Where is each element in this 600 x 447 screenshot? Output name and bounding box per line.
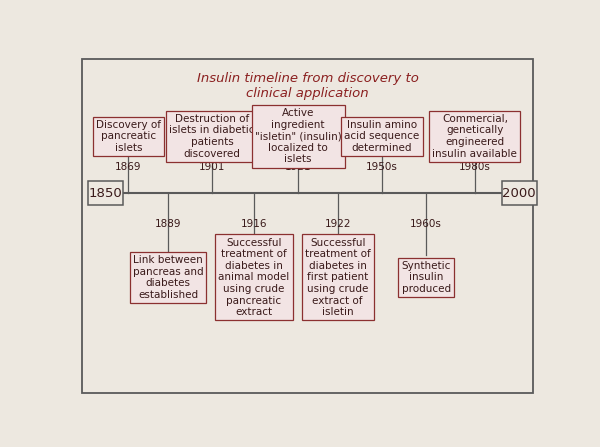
Text: Insulin timeline from discovery to
clinical application: Insulin timeline from discovery to clini… — [197, 72, 418, 100]
Text: Active
ingredient
"isletin" (insulin)
localized to
islets: Active ingredient "isletin" (insulin) lo… — [255, 108, 341, 164]
Text: 1889: 1889 — [155, 219, 181, 229]
Text: 1980s: 1980s — [459, 162, 491, 173]
Text: Commercial,
genetically
engineered
insulin available: Commercial, genetically engineered insul… — [433, 114, 517, 159]
Text: 2000: 2000 — [502, 186, 536, 199]
Text: 1950s: 1950s — [366, 162, 398, 173]
Text: Successful
treatment of
diabetes in
animal model
using crude
pancreatic
extract: Successful treatment of diabetes in anim… — [218, 237, 290, 317]
Text: 1921: 1921 — [285, 162, 311, 173]
Text: 1922: 1922 — [325, 219, 351, 229]
Text: Insulin amino
acid sequence
determined: Insulin amino acid sequence determined — [344, 120, 419, 153]
Text: Link between
pancreas and
diabetes
established: Link between pancreas and diabetes estab… — [133, 255, 203, 300]
Text: Destruction of
islets in diabetic
patients
discovered: Destruction of islets in diabetic patien… — [169, 114, 255, 159]
Text: 1960s: 1960s — [410, 219, 442, 229]
Text: Successful
treatment of
diabetes in
first patient
using crude
extract of
isletin: Successful treatment of diabetes in firs… — [305, 237, 371, 317]
Text: Synthetic
insulin
produced: Synthetic insulin produced — [401, 261, 451, 294]
Text: 1901: 1901 — [199, 162, 226, 173]
Text: 1916: 1916 — [241, 219, 267, 229]
FancyBboxPatch shape — [82, 59, 533, 392]
Text: Discovery of
pancreatic
islets: Discovery of pancreatic islets — [96, 120, 161, 153]
Text: 1869: 1869 — [115, 162, 142, 173]
FancyBboxPatch shape — [88, 181, 122, 205]
FancyBboxPatch shape — [502, 181, 536, 205]
Text: 1850: 1850 — [88, 186, 122, 199]
